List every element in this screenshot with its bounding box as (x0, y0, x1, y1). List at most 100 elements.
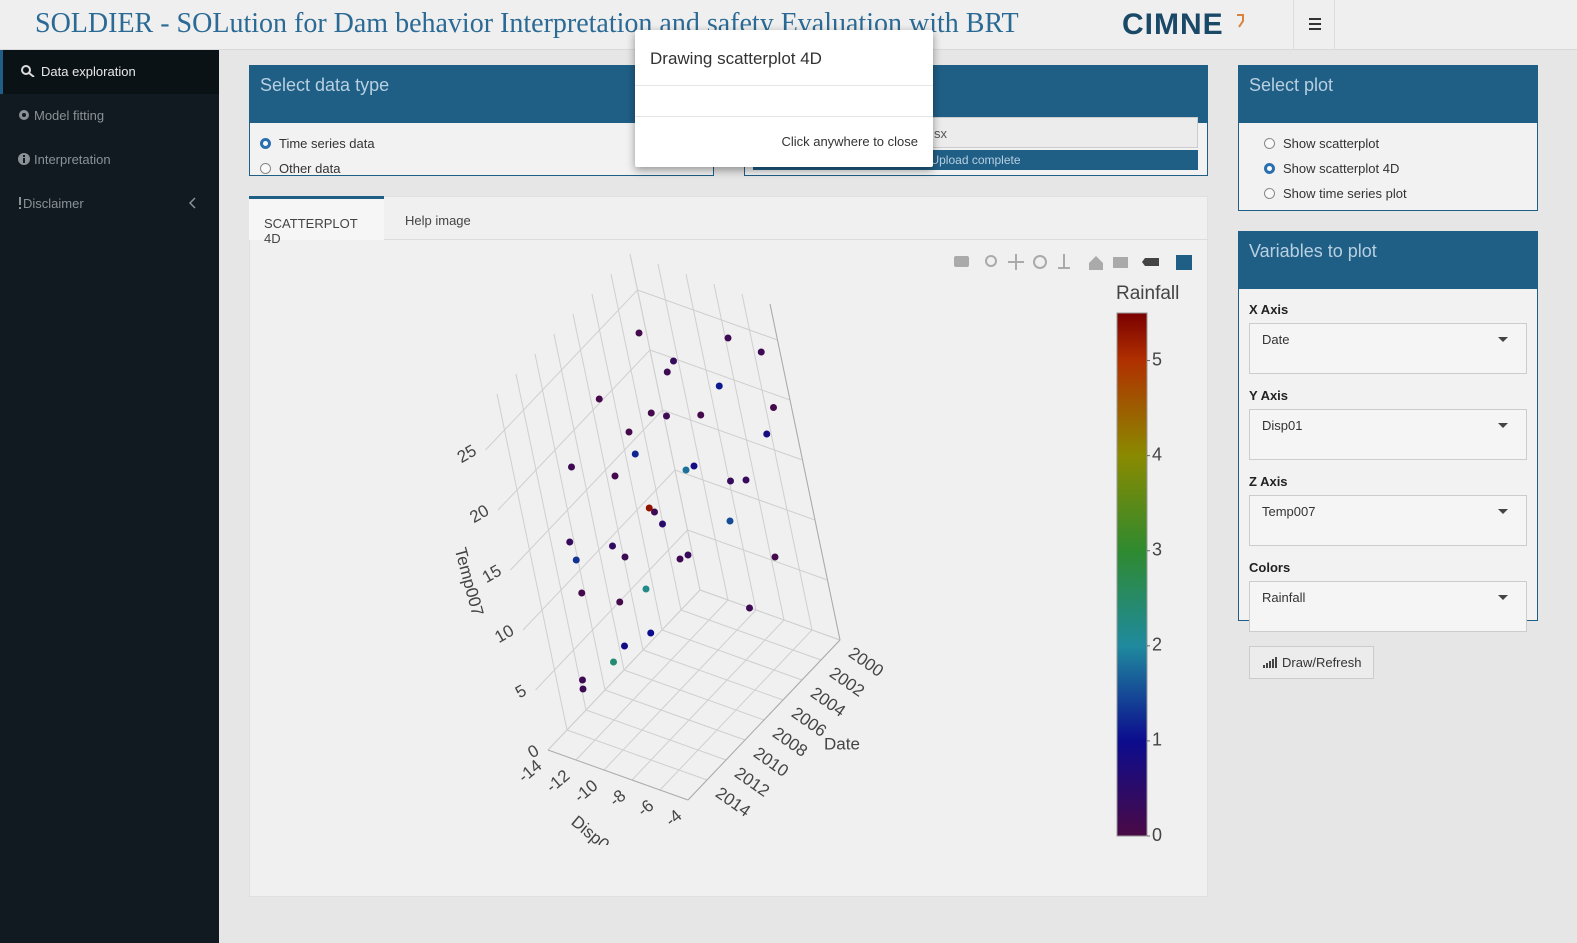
radio-label: Show scatterplot 4D (1283, 161, 1400, 176)
radio-button[interactable] (260, 138, 271, 149)
grid-line (553, 333, 625, 671)
point (595, 395, 603, 403)
grid-line (547, 589, 701, 751)
select-input[interactable]: Disp01 (1249, 409, 1527, 460)
logo: CIMNE (1122, 8, 1224, 41)
point (763, 430, 771, 438)
tab-panel (249, 196, 1208, 897)
point (635, 329, 643, 337)
grid-line (623, 669, 765, 721)
box-title: Variables to plot (1239, 232, 1537, 289)
colorbar-tick-label: 1 (1152, 730, 1162, 750)
select-input[interactable]: Rainfall (1249, 581, 1527, 632)
sidebar: Data exploration Model fitting Interpret… (0, 50, 219, 943)
radio-button[interactable] (1264, 138, 1275, 149)
tab[interactable]: Help image (405, 213, 471, 228)
colorbar-tick-label: 3 (1152, 539, 1162, 559)
select-input[interactable]: Date (1249, 323, 1527, 374)
point (578, 589, 586, 597)
point (616, 598, 624, 606)
radio-label: Time series data (279, 136, 375, 151)
point (647, 409, 655, 417)
tool-pan[interactable] (1008, 254, 1024, 270)
tool-plotly[interactable] (1176, 255, 1192, 270)
y-tick-label: -6 (634, 796, 658, 820)
y-tick-label: -4 (662, 806, 686, 830)
point (663, 412, 670, 420)
grid-line (662, 409, 803, 461)
grid-line (680, 609, 822, 661)
radio-option[interactable]: Show time series plot (1264, 181, 1512, 206)
grid-line (566, 729, 708, 781)
z-tick-label: 25 (454, 441, 480, 467)
grid-line (534, 353, 606, 691)
grid-line (575, 599, 729, 761)
point (568, 463, 575, 471)
point (647, 629, 655, 637)
radio-option[interactable]: Show scatterplot 4D (1264, 156, 1512, 181)
grid-line (497, 349, 651, 511)
point (625, 428, 633, 436)
grid-line (522, 469, 676, 631)
point (610, 658, 617, 666)
grid-line (629, 253, 701, 591)
grid-line (649, 349, 791, 401)
z-tick-label: 20 (466, 501, 492, 527)
point (670, 357, 677, 365)
radio-button[interactable] (1264, 163, 1275, 174)
point (609, 542, 616, 550)
nav-item[interactable]: Interpretation (0, 138, 219, 182)
tool-reset-camera[interactable] (1113, 257, 1128, 268)
point (726, 517, 734, 525)
draw-button[interactable]: Draw/Refresh (1249, 646, 1375, 679)
nav-label: Data exploration (41, 64, 136, 79)
grid-line (741, 293, 813, 631)
point (742, 476, 750, 484)
tool-camera[interactable] (954, 256, 969, 267)
grid-line (642, 649, 784, 701)
grid-line (585, 709, 727, 761)
modal[interactable]: Drawing scatterplot 4D Click anywhere to… (635, 30, 933, 167)
radio-label: Show scatterplot (1283, 136, 1380, 151)
grid-line (661, 629, 803, 681)
tool-turntable[interactable] (1058, 254, 1070, 269)
radio-button[interactable] (260, 163, 271, 174)
radio-button[interactable] (1264, 188, 1275, 199)
point (697, 411, 705, 419)
grid-line (674, 469, 816, 521)
tool-hover[interactable] (1142, 258, 1159, 266)
nav-item[interactable]: Model fitting (0, 94, 219, 138)
radio-option[interactable]: Other data (260, 156, 703, 181)
file-name: sx (934, 126, 947, 141)
select-input[interactable]: Temp007 (1249, 495, 1527, 546)
point (682, 466, 690, 474)
point (690, 462, 698, 470)
grid-line (713, 283, 785, 621)
tool-orbit[interactable] (1033, 255, 1047, 269)
tab[interactable]: SCATTERPLOT 4D (249, 196, 384, 246)
tool-zoom[interactable] (985, 255, 997, 267)
x-axis-title: Date (824, 734, 860, 753)
radio-label: Other data (279, 161, 341, 176)
tool-home[interactable] (1089, 256, 1103, 270)
point (631, 450, 639, 458)
nav-item[interactable]: Data exploration (0, 50, 219, 94)
grid-line (535, 529, 688, 691)
point (770, 404, 777, 411)
select-plot-box: Select plot Show scatterplot Show scatter… (1238, 65, 1538, 211)
grid-line (603, 609, 757, 771)
axis-edge (769, 303, 841, 641)
grid-line (637, 289, 778, 341)
radio-option[interactable]: Show scatterplot (1264, 131, 1512, 156)
nav-item[interactable]: Disclaimer (0, 182, 219, 226)
radio-option[interactable]: Time series data (260, 131, 703, 156)
axis-edge (687, 639, 841, 801)
axis-edge (547, 749, 689, 801)
y-tick-label: -8 (606, 786, 630, 810)
y-tick-label: -12 (542, 766, 573, 796)
grid-line (515, 373, 587, 711)
modal-title: Drawing scatterplot 4D (635, 30, 933, 86)
sidebar-toggle[interactable] (1293, 0, 1335, 50)
point (659, 520, 666, 528)
